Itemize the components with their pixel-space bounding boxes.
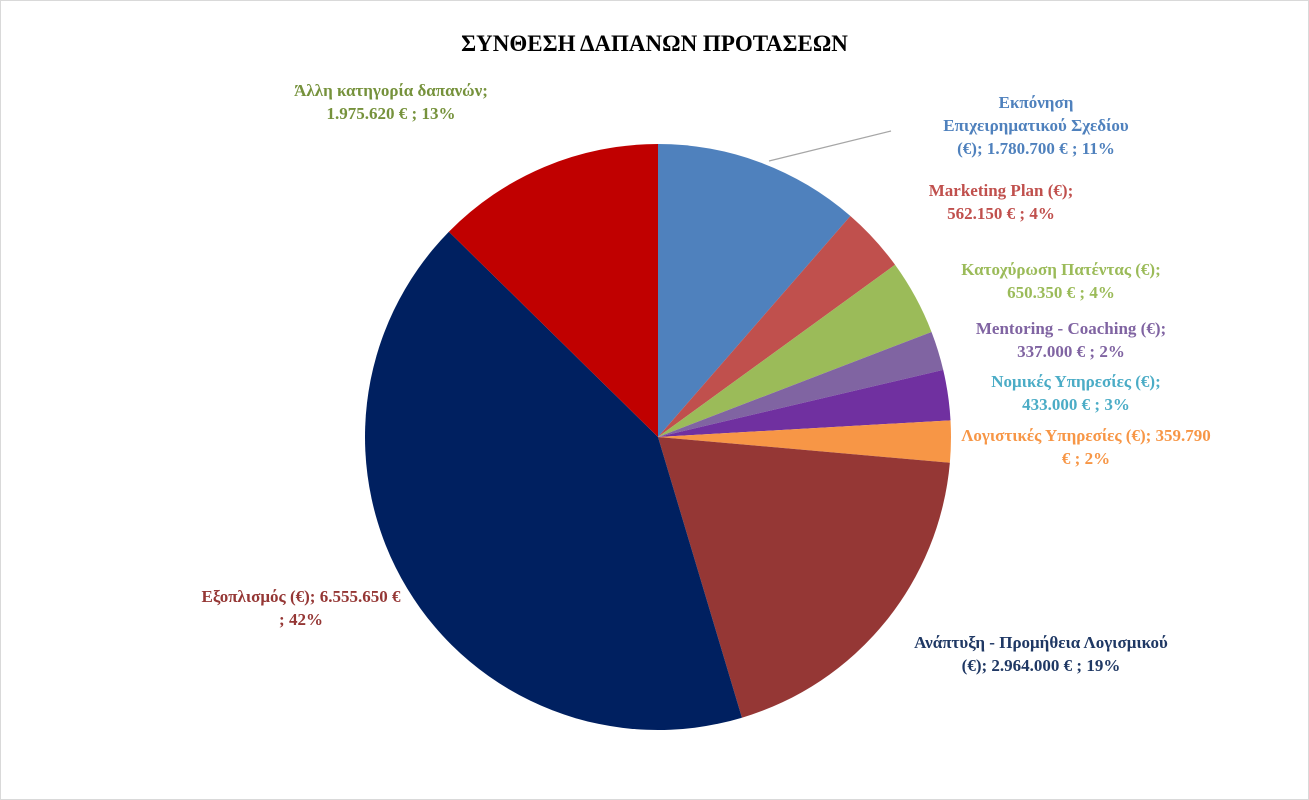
data-label: Κατοχύρωση Πατέντας (€); 650.350 € ; 4% [961, 260, 1161, 302]
pie-slice [658, 144, 851, 437]
data-label: Άλλη κατηγορία δαπανών; 1.975.620 € ; 13… [294, 81, 488, 123]
data-label: Εξοπλισμός (€); 6.555.650 € ; 42% [201, 587, 401, 629]
pie-slice [658, 369, 951, 437]
pie-slice [658, 331, 944, 437]
pie-slice [658, 216, 896, 437]
data-label: Marketing Plan (€); 562.150 € ; 4% [928, 181, 1074, 223]
pie-slice [658, 420, 951, 463]
chart-title: ΣΥΝΘΕΣΗ ΔΑΠΑΝΩΝ ΠΡΟΤΑΣΕΩΝ [461, 31, 848, 56]
pie-slice [365, 231, 742, 730]
pie-slice [658, 264, 932, 437]
leader-line [768, 130, 892, 162]
data-label: Νομικές Υπηρεσίες (€); 433.000 € ; 3% [991, 372, 1161, 414]
data-label: Λογιστικές Υπηρεσίες (€); 359.790 € ; 2% [961, 426, 1211, 468]
pie-slice [448, 144, 658, 437]
data-label: Εκπόνηση Επιχειρηματικού Σχεδίου (€); 1.… [943, 93, 1129, 158]
pie-slice [658, 437, 950, 718]
data-label: Ανάπτυξη - Προμήθεια Λογισμικού (€); 2.9… [914, 633, 1168, 675]
data-label: Mentoring - Coaching (€); 337.000 € ; 2% [975, 319, 1167, 361]
